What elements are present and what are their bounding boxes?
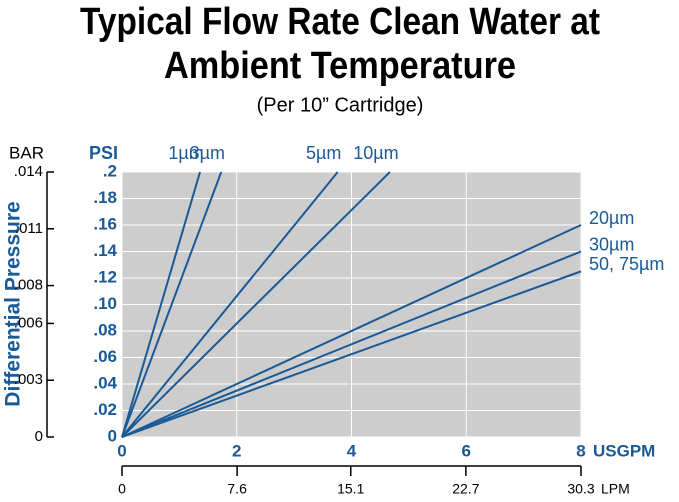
chart-title: Typical Flow Rate Clean Water at bbox=[80, 1, 600, 43]
x2-tick-label: 30.3 bbox=[567, 481, 594, 497]
chart-title: Ambient Temperature bbox=[164, 45, 516, 87]
x-tick-label: 4 bbox=[347, 441, 357, 460]
y2-tick-label: 0 bbox=[35, 428, 43, 445]
y2-tick-label: .008 bbox=[14, 277, 43, 294]
series-label: 3µm bbox=[190, 143, 225, 163]
series-line bbox=[121, 270, 582, 438]
series-label: 30µm bbox=[589, 234, 634, 254]
series-line bbox=[121, 250, 582, 438]
y-tick-label: .16 bbox=[93, 214, 117, 233]
y-tick-label: .02 bbox=[93, 400, 117, 419]
y-tick-label: .18 bbox=[93, 188, 117, 207]
y2-unit: BAR bbox=[9, 143, 44, 162]
x2-unit: LPM bbox=[601, 481, 630, 497]
y2-tick-label: .011 bbox=[15, 220, 43, 237]
series-line bbox=[121, 171, 201, 438]
y-tick-label: .14 bbox=[93, 241, 117, 260]
x2-tick-label: 22.7 bbox=[452, 481, 479, 497]
series-line bbox=[121, 224, 582, 438]
y-tick-label: .12 bbox=[93, 267, 117, 286]
y-tick-label: .08 bbox=[93, 320, 117, 339]
x2-tick-label: 0 bbox=[118, 481, 126, 497]
x-tick-label: 2 bbox=[232, 441, 241, 460]
x-tick-label: 6 bbox=[462, 441, 471, 460]
series-label: 50, 75µm bbox=[589, 254, 664, 274]
x-unit: USGPM bbox=[593, 441, 655, 460]
series-line bbox=[121, 171, 339, 438]
x-tick-label: 0 bbox=[117, 441, 126, 460]
y2-tick-label: .003 bbox=[14, 371, 43, 388]
y-tick-label: .2 bbox=[103, 161, 117, 180]
x2-tick-label: 15.1 bbox=[337, 481, 364, 497]
y2-tick-label: .014 bbox=[14, 163, 43, 180]
y-unit: PSI bbox=[89, 143, 118, 163]
y-tick-label: .10 bbox=[93, 294, 117, 313]
chart-subtitle: (Per 10” Cartridge) bbox=[257, 94, 424, 116]
x-tick-label: 8 bbox=[576, 441, 585, 460]
series-line bbox=[121, 171, 223, 438]
series-label: 20µm bbox=[589, 208, 634, 228]
y2-tick-label: .006 bbox=[14, 314, 43, 331]
series-label: 1µm bbox=[168, 143, 203, 163]
x2-tick-label: 7.6 bbox=[227, 481, 247, 497]
y-tick-label: .04 bbox=[93, 373, 117, 392]
y-axis-title: Differential Pressure bbox=[2, 201, 25, 406]
series-label: 10µm bbox=[353, 143, 398, 163]
series-label: 5µm bbox=[306, 143, 341, 163]
y-tick-label: 0 bbox=[108, 426, 117, 445]
y-tick-label: .06 bbox=[93, 347, 117, 366]
series-line bbox=[121, 171, 391, 438]
